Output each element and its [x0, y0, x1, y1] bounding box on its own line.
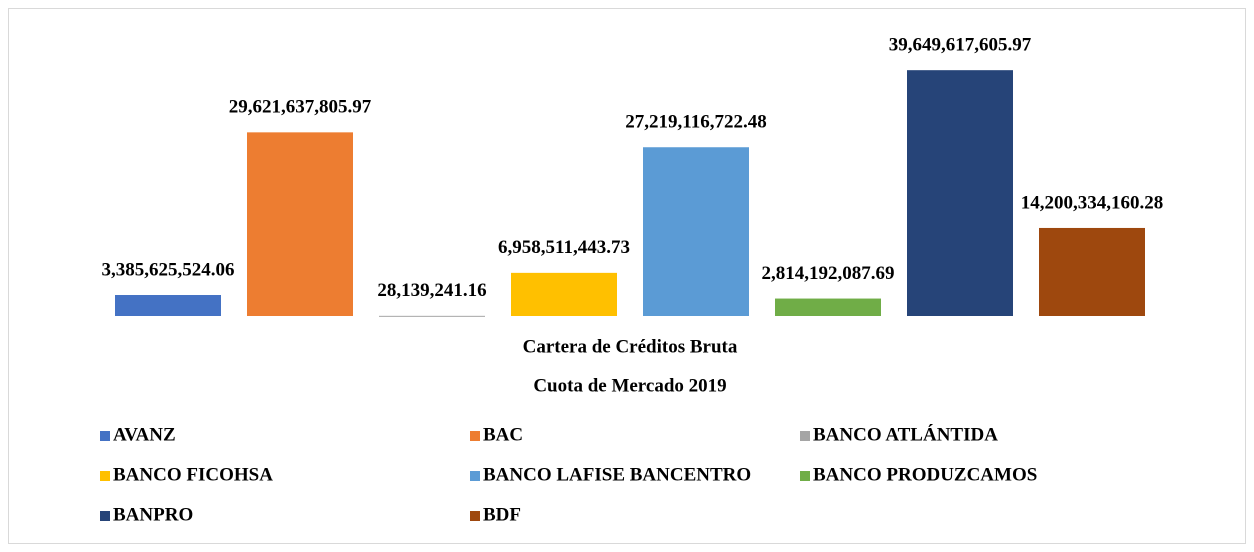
data-label: 6,958,511,443.73: [498, 237, 630, 258]
legend-swatch: [100, 511, 110, 521]
legend-label: BANCO LAFISE BANCENTRO: [483, 464, 751, 485]
bar: [247, 132, 353, 316]
bar: [907, 70, 1013, 317]
legend-label: BANCO FICOHSA: [113, 464, 273, 485]
legend-swatch: [470, 431, 480, 441]
chart-title: Cuota de Mercado 2019: [533, 375, 726, 396]
legend-swatch: [800, 471, 810, 481]
bar: [775, 298, 881, 316]
legend-swatch: [470, 511, 480, 521]
data-label: 39,649,617,605.97: [889, 35, 1032, 56]
legend-swatch: [100, 431, 110, 441]
data-label: 3,385,625,524.06: [102, 259, 235, 280]
data-label: 28,139,241.16: [377, 280, 486, 301]
category-label: Cartera de Créditos Bruta: [523, 336, 738, 357]
legend-label: BANPRO: [113, 504, 193, 525]
legend-label: BDF: [483, 504, 521, 525]
legend-label: BAC: [483, 424, 523, 445]
data-label: 2,814,192,087.69: [762, 263, 895, 284]
bar: [115, 295, 221, 316]
legend-swatch: [100, 471, 110, 481]
bar: [1039, 227, 1145, 316]
bar: [511, 272, 617, 316]
bar: [379, 315, 485, 317]
data-label: 29,621,637,805.97: [229, 97, 372, 118]
legend-label: BANCO PRODUZCAMOS: [813, 464, 1037, 485]
bar: [643, 147, 749, 316]
legend-label: BANCO ATLÁNTIDA: [813, 423, 998, 445]
data-label: 27,219,116,722.48: [625, 112, 766, 133]
legend-label: AVANZ: [113, 424, 176, 445]
data-label: 14,200,334,160.28: [1021, 192, 1164, 213]
legend-swatch: [470, 471, 480, 481]
legend-swatch: [800, 431, 810, 441]
